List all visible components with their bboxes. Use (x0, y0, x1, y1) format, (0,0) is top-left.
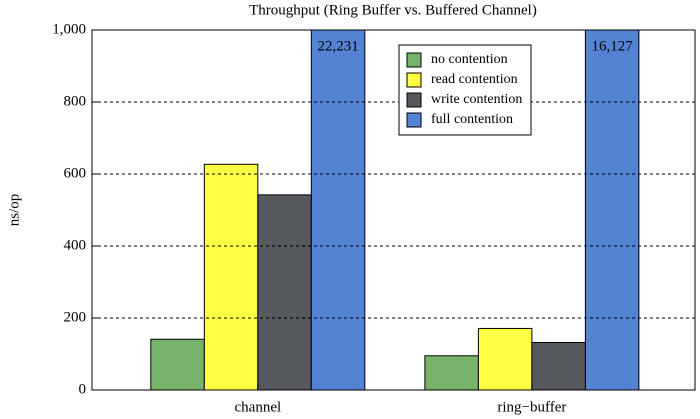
bar (310, 30, 366, 390)
bar (203, 163, 259, 390)
bar (424, 355, 479, 390)
y-tick-label: 600 (64, 165, 87, 181)
y-tick-label: 800 (64, 93, 87, 109)
legend-swatch (406, 112, 422, 128)
plot-frame (91, 29, 696, 391)
plot-area (150, 30, 640, 390)
bar (477, 327, 533, 390)
legend-swatch (406, 72, 422, 88)
chart-title: Throughput (Ring Buffer vs. Buffered Cha… (249, 2, 537, 18)
legend-swatch (406, 52, 422, 68)
x-tick-label: channel (235, 399, 282, 415)
bar (150, 338, 205, 390)
y-tick-label: 1,000 (52, 21, 86, 37)
legend-label: no contention (431, 52, 508, 67)
legend-label: write contention (431, 92, 522, 107)
legend-label: full contention (431, 112, 513, 127)
value-label: 22,231 (317, 38, 358, 54)
legend-swatch (406, 92, 422, 108)
y-tick-label: 400 (64, 237, 87, 253)
y-axis-label: ns/op (6, 194, 22, 227)
value-label: 16,127 (592, 38, 634, 54)
x-tick-label: ring−buffer (497, 399, 566, 415)
y-tick-label: 0 (79, 381, 87, 397)
bar (584, 30, 640, 390)
legend-label: read contention (431, 72, 518, 87)
y-tick-label: 200 (64, 309, 87, 325)
bar (257, 194, 312, 390)
bar (531, 341, 586, 390)
